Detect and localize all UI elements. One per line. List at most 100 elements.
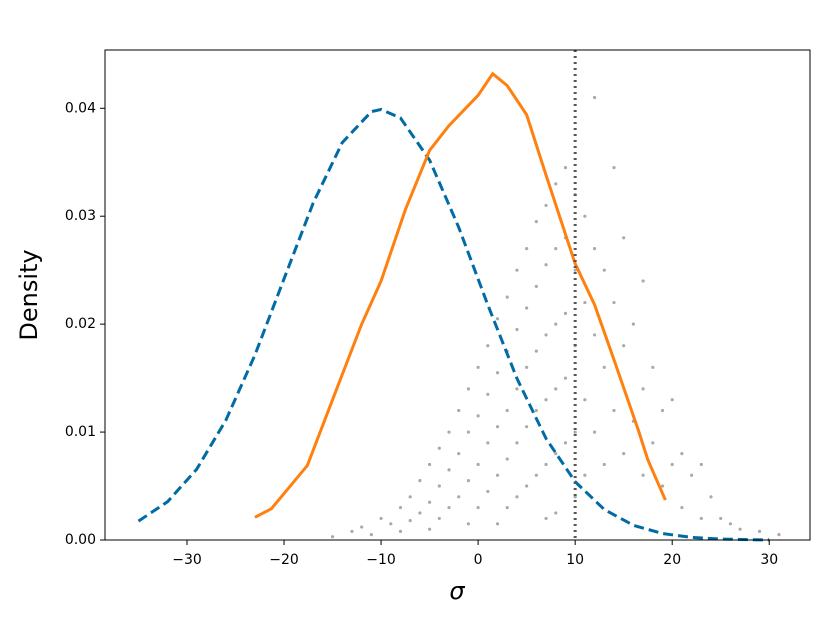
- scatter-point: [505, 506, 509, 510]
- scatter-point: [437, 516, 441, 521]
- scatter-point: [428, 527, 432, 531]
- scatter-point: [515, 495, 519, 499]
- scatter-point: [486, 441, 490, 445]
- scatter-point: [476, 365, 480, 369]
- scatter-point: [563, 441, 568, 445]
- scatter-point: [398, 506, 403, 510]
- scatter-point: [418, 479, 422, 483]
- scatter-point: [505, 457, 509, 461]
- scatter-point: [389, 522, 393, 526]
- scatter-point: [622, 452, 626, 456]
- scatter-point: [728, 522, 733, 526]
- scatter-point: [398, 529, 403, 533]
- x-tick-label: 0: [474, 552, 483, 568]
- scatter-point: [612, 300, 616, 305]
- y-tick-label: 0.00: [65, 532, 96, 548]
- scatter-point: [495, 371, 500, 375]
- scatter-point: [670, 462, 674, 467]
- scatter-point: [651, 441, 655, 445]
- scatter-point: [583, 473, 587, 477]
- scatter-point: [495, 473, 500, 477]
- scatter-point: [544, 203, 548, 208]
- scatter-point: [534, 220, 538, 224]
- scatter-point: [428, 500, 432, 504]
- scatter-point: [525, 246, 529, 251]
- scatter-point: [612, 166, 616, 170]
- scatter-point: [515, 387, 519, 391]
- scatter-point: [495, 425, 500, 429]
- x-tick-label: 30: [760, 552, 778, 568]
- scatter-point: [495, 317, 500, 321]
- scatter-point: [515, 441, 519, 445]
- plot-frame: [104, 49, 811, 541]
- scatter-point: [495, 522, 500, 526]
- scatter-point: [505, 295, 509, 299]
- scatter-point: [690, 473, 694, 477]
- x-tick-label: 10: [566, 552, 584, 568]
- x-tick-label: −30: [172, 552, 202, 568]
- density-line: [137, 107, 770, 542]
- scatter-point: [525, 425, 529, 429]
- scatter-point: [563, 376, 568, 380]
- scatter-point: [447, 430, 451, 434]
- scatter-point: [360, 525, 364, 529]
- scatter-point: [369, 533, 373, 537]
- scatter-point: [680, 452, 684, 456]
- scatter-point: [544, 516, 548, 521]
- scatter-point: [563, 311, 568, 315]
- scatter-point: [350, 529, 354, 533]
- scatter-point: [670, 398, 674, 402]
- scatter-point: [437, 484, 441, 488]
- scatter-point: [525, 484, 529, 488]
- scatter-point: [583, 398, 587, 402]
- scatter-point: [544, 398, 548, 402]
- scatter-point: [476, 506, 480, 510]
- scatter-point: [573, 495, 577, 499]
- scatter-point: [554, 387, 558, 391]
- scatter-point: [641, 279, 645, 283]
- scatter-point: [699, 462, 703, 467]
- scatter-point: [699, 516, 703, 521]
- y-tick-label: 0.04: [65, 100, 96, 116]
- scatter-point: [680, 506, 684, 510]
- scatter-point: [554, 246, 558, 251]
- scatter-point: [592, 333, 597, 337]
- scatter-point: [466, 387, 471, 391]
- scatter-point: [515, 327, 519, 332]
- scatter-point: [457, 408, 461, 413]
- scatter-point: [408, 518, 412, 523]
- scatter-point: [457, 452, 461, 456]
- scatter-point: [466, 479, 471, 483]
- scatter-point: [505, 408, 509, 413]
- scatter-point: [602, 268, 606, 272]
- scatter-point: [592, 95, 597, 100]
- scatter-point: [486, 344, 490, 348]
- y-axis-label: Density: [15, 249, 43, 340]
- scatter-point: [592, 246, 597, 251]
- scatter-point: [631, 322, 635, 326]
- scatter-point: [612, 408, 616, 413]
- scatter-point: [641, 387, 645, 391]
- scatter-point: [428, 462, 432, 467]
- scatter-point: [757, 529, 762, 533]
- scatter-point: [418, 511, 422, 515]
- scatter-point: [602, 365, 606, 369]
- scatter-point: [525, 306, 529, 310]
- x-tick-label: −10: [366, 552, 396, 568]
- scatter-point: [534, 473, 538, 477]
- scatter-point: [379, 516, 383, 521]
- scatter-point: [544, 333, 548, 337]
- scatter-point: [554, 182, 558, 186]
- scatter-point: [719, 516, 723, 521]
- scatter-point: [408, 495, 412, 499]
- scatter-point: [554, 452, 558, 456]
- scatter-point: [583, 300, 587, 305]
- scatter-point: [738, 527, 742, 531]
- scatter-point: [583, 214, 587, 218]
- scatter-point: [777, 533, 781, 537]
- scatter-point: [447, 506, 451, 510]
- scatter-point: [573, 430, 577, 434]
- scatter-point: [592, 430, 597, 434]
- scatter-point: [534, 349, 538, 353]
